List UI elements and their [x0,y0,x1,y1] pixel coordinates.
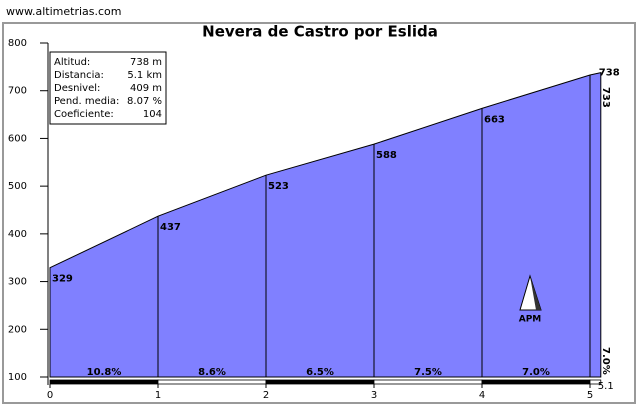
end-distance-label: 5.1 [598,381,614,392]
gradient-label: 7.0% [600,347,611,375]
info-value: 8.07 % [127,96,162,107]
profile-area [49,71,602,378]
y-tick-label: 200 [8,324,27,335]
chart-title: Nevera de Castro por Eslida [202,23,438,41]
x-tick-label: 0 [47,390,53,401]
x-tick-label: 4 [479,390,485,401]
info-label: Altitud: [54,57,90,68]
y-tick-label: 800 [8,38,27,49]
gradient-label: 7.0% [522,367,550,378]
gradient-label: 10.8% [87,367,122,378]
gradient-strip [265,379,375,385]
info-label: Desnivel: [54,83,100,94]
x-tick-label: 1 [155,390,161,401]
y-tick-label: 300 [8,277,27,288]
logo-text: APM [519,315,542,325]
info-value: 738 m [130,57,162,68]
gradient-label: 6.5% [306,367,334,378]
y-tick-label: 600 [8,133,27,144]
elevation-label: 588 [376,150,397,161]
info-label: Coeficiente: [54,109,114,120]
elevation-label: 738 [599,68,620,79]
gradient-strip [157,379,267,385]
gradient-label: 8.6% [198,367,226,378]
frame [2,22,636,404]
gradient-strip [481,379,591,385]
info-box [49,51,167,125]
site-header: www.altimetrias.com [6,5,121,18]
gradient-strip [589,379,602,385]
x-tick-label: 3 [371,390,377,401]
y-tick-label: 100 [8,372,27,383]
info-label: Pend. media: [54,96,119,107]
x-tick-label: 5 [587,390,593,401]
y-tick-label: 500 [8,181,27,192]
info-value: 104 [143,109,162,120]
elevation-label: 437 [160,222,181,233]
gradient-label: 7.5% [414,367,442,378]
elevation-label: 733 [600,87,611,108]
info-value: 409 m [130,83,162,94]
elevation-label: 329 [52,274,73,285]
info-value: 5.1 km [127,70,162,81]
y-tick-label: 700 [8,86,27,97]
elevation-label: 523 [268,181,289,192]
gradient-strip [49,379,159,385]
logo-mountain-shade [530,276,541,310]
info-label: Distancia: [54,70,104,81]
gradient-strip [373,379,483,385]
y-tick-label: 400 [8,229,27,240]
x-tick-label: 2 [263,390,269,401]
elevation-label: 663 [484,114,505,125]
